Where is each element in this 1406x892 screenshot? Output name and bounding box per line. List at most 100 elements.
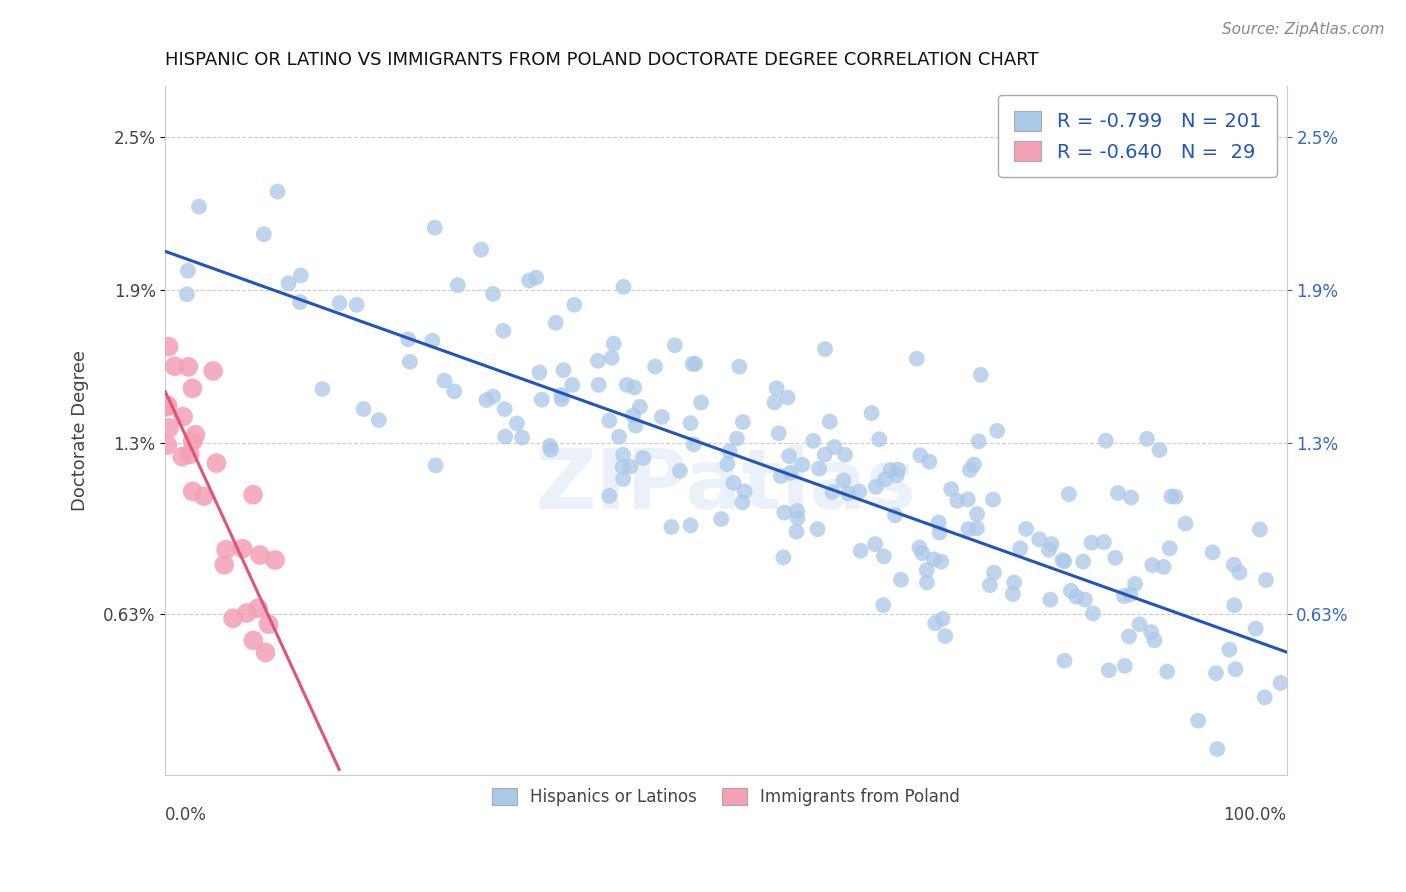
Point: [1159, 541, 1181, 556]
Point: [934, 629, 956, 643]
Point: [1071, 555, 1094, 569]
Point: [494, 402, 516, 417]
Point: [538, 439, 561, 453]
Point: [786, 511, 808, 525]
Point: [1052, 553, 1074, 567]
Point: [1080, 535, 1102, 549]
Point: [661, 520, 683, 534]
Point: [1227, 566, 1250, 580]
Point: [399, 354, 422, 368]
Point: [1156, 665, 1178, 679]
Point: [236, 606, 259, 620]
Point: [875, 472, 897, 486]
Point: [690, 395, 713, 409]
Point: [492, 324, 515, 338]
Point: [731, 415, 754, 429]
Point: [475, 392, 498, 407]
Point: [619, 459, 641, 474]
Point: [242, 488, 264, 502]
Point: [288, 295, 311, 310]
Point: [290, 268, 312, 283]
Point: [872, 598, 894, 612]
Point: [924, 616, 946, 631]
Point: [986, 424, 1008, 438]
Point: [832, 474, 855, 488]
Point: [1053, 554, 1076, 568]
Point: [254, 645, 277, 659]
Point: [1143, 633, 1166, 648]
Point: [765, 381, 787, 395]
Point: [1112, 589, 1135, 603]
Point: [1153, 560, 1175, 574]
Point: [1187, 714, 1209, 728]
Text: 100.0%: 100.0%: [1223, 805, 1286, 823]
Point: [1057, 487, 1080, 501]
Point: [433, 374, 456, 388]
Point: [524, 270, 547, 285]
Point: [266, 185, 288, 199]
Point: [624, 418, 647, 433]
Point: [1119, 491, 1142, 505]
Point: [837, 486, 859, 500]
Point: [1053, 654, 1076, 668]
Point: [946, 493, 969, 508]
Point: [884, 508, 907, 523]
Point: [1060, 583, 1083, 598]
Point: [242, 633, 264, 648]
Point: [172, 450, 194, 464]
Point: [1140, 625, 1163, 640]
Point: [931, 612, 953, 626]
Point: [172, 409, 194, 424]
Point: [598, 489, 620, 503]
Point: [918, 455, 941, 469]
Point: [928, 516, 950, 530]
Point: [1074, 592, 1097, 607]
Point: [510, 430, 533, 444]
Point: [612, 280, 634, 294]
Point: [1119, 587, 1142, 601]
Point: [778, 449, 800, 463]
Point: [205, 456, 228, 470]
Point: [553, 363, 575, 377]
Point: [540, 442, 562, 457]
Point: [905, 351, 928, 366]
Point: [1040, 537, 1063, 551]
Point: [202, 364, 225, 378]
Point: [184, 427, 207, 442]
Point: [506, 417, 529, 431]
Point: [157, 340, 180, 354]
Point: [544, 316, 567, 330]
Point: [253, 227, 276, 242]
Point: [612, 448, 634, 462]
Point: [887, 463, 910, 477]
Point: [179, 447, 201, 461]
Point: [865, 480, 887, 494]
Point: [725, 432, 748, 446]
Point: [1254, 690, 1277, 705]
Point: [957, 522, 980, 536]
Point: [494, 429, 516, 443]
Point: [1002, 575, 1025, 590]
Point: [1136, 432, 1159, 446]
Point: [1038, 542, 1060, 557]
Point: [682, 437, 704, 451]
Point: [959, 463, 981, 477]
Point: [616, 377, 638, 392]
Point: [367, 413, 389, 427]
Point: [1104, 550, 1126, 565]
Point: [1092, 535, 1115, 549]
Point: [910, 448, 932, 462]
Point: [257, 617, 280, 632]
Point: [564, 298, 586, 312]
Text: Source: ZipAtlas.com: Source: ZipAtlas.com: [1222, 22, 1385, 37]
Point: [886, 468, 908, 483]
Point: [769, 469, 792, 483]
Point: [922, 552, 945, 566]
Point: [177, 264, 200, 278]
Point: [669, 464, 692, 478]
Point: [1223, 599, 1246, 613]
Point: [773, 506, 796, 520]
Text: HISPANIC OR LATINO VS IMMIGRANTS FROM POLAND DOCTORATE DEGREE CORRELATION CHART: HISPANIC OR LATINO VS IMMIGRANTS FROM PO…: [166, 51, 1039, 69]
Point: [723, 475, 745, 490]
Point: [187, 200, 209, 214]
